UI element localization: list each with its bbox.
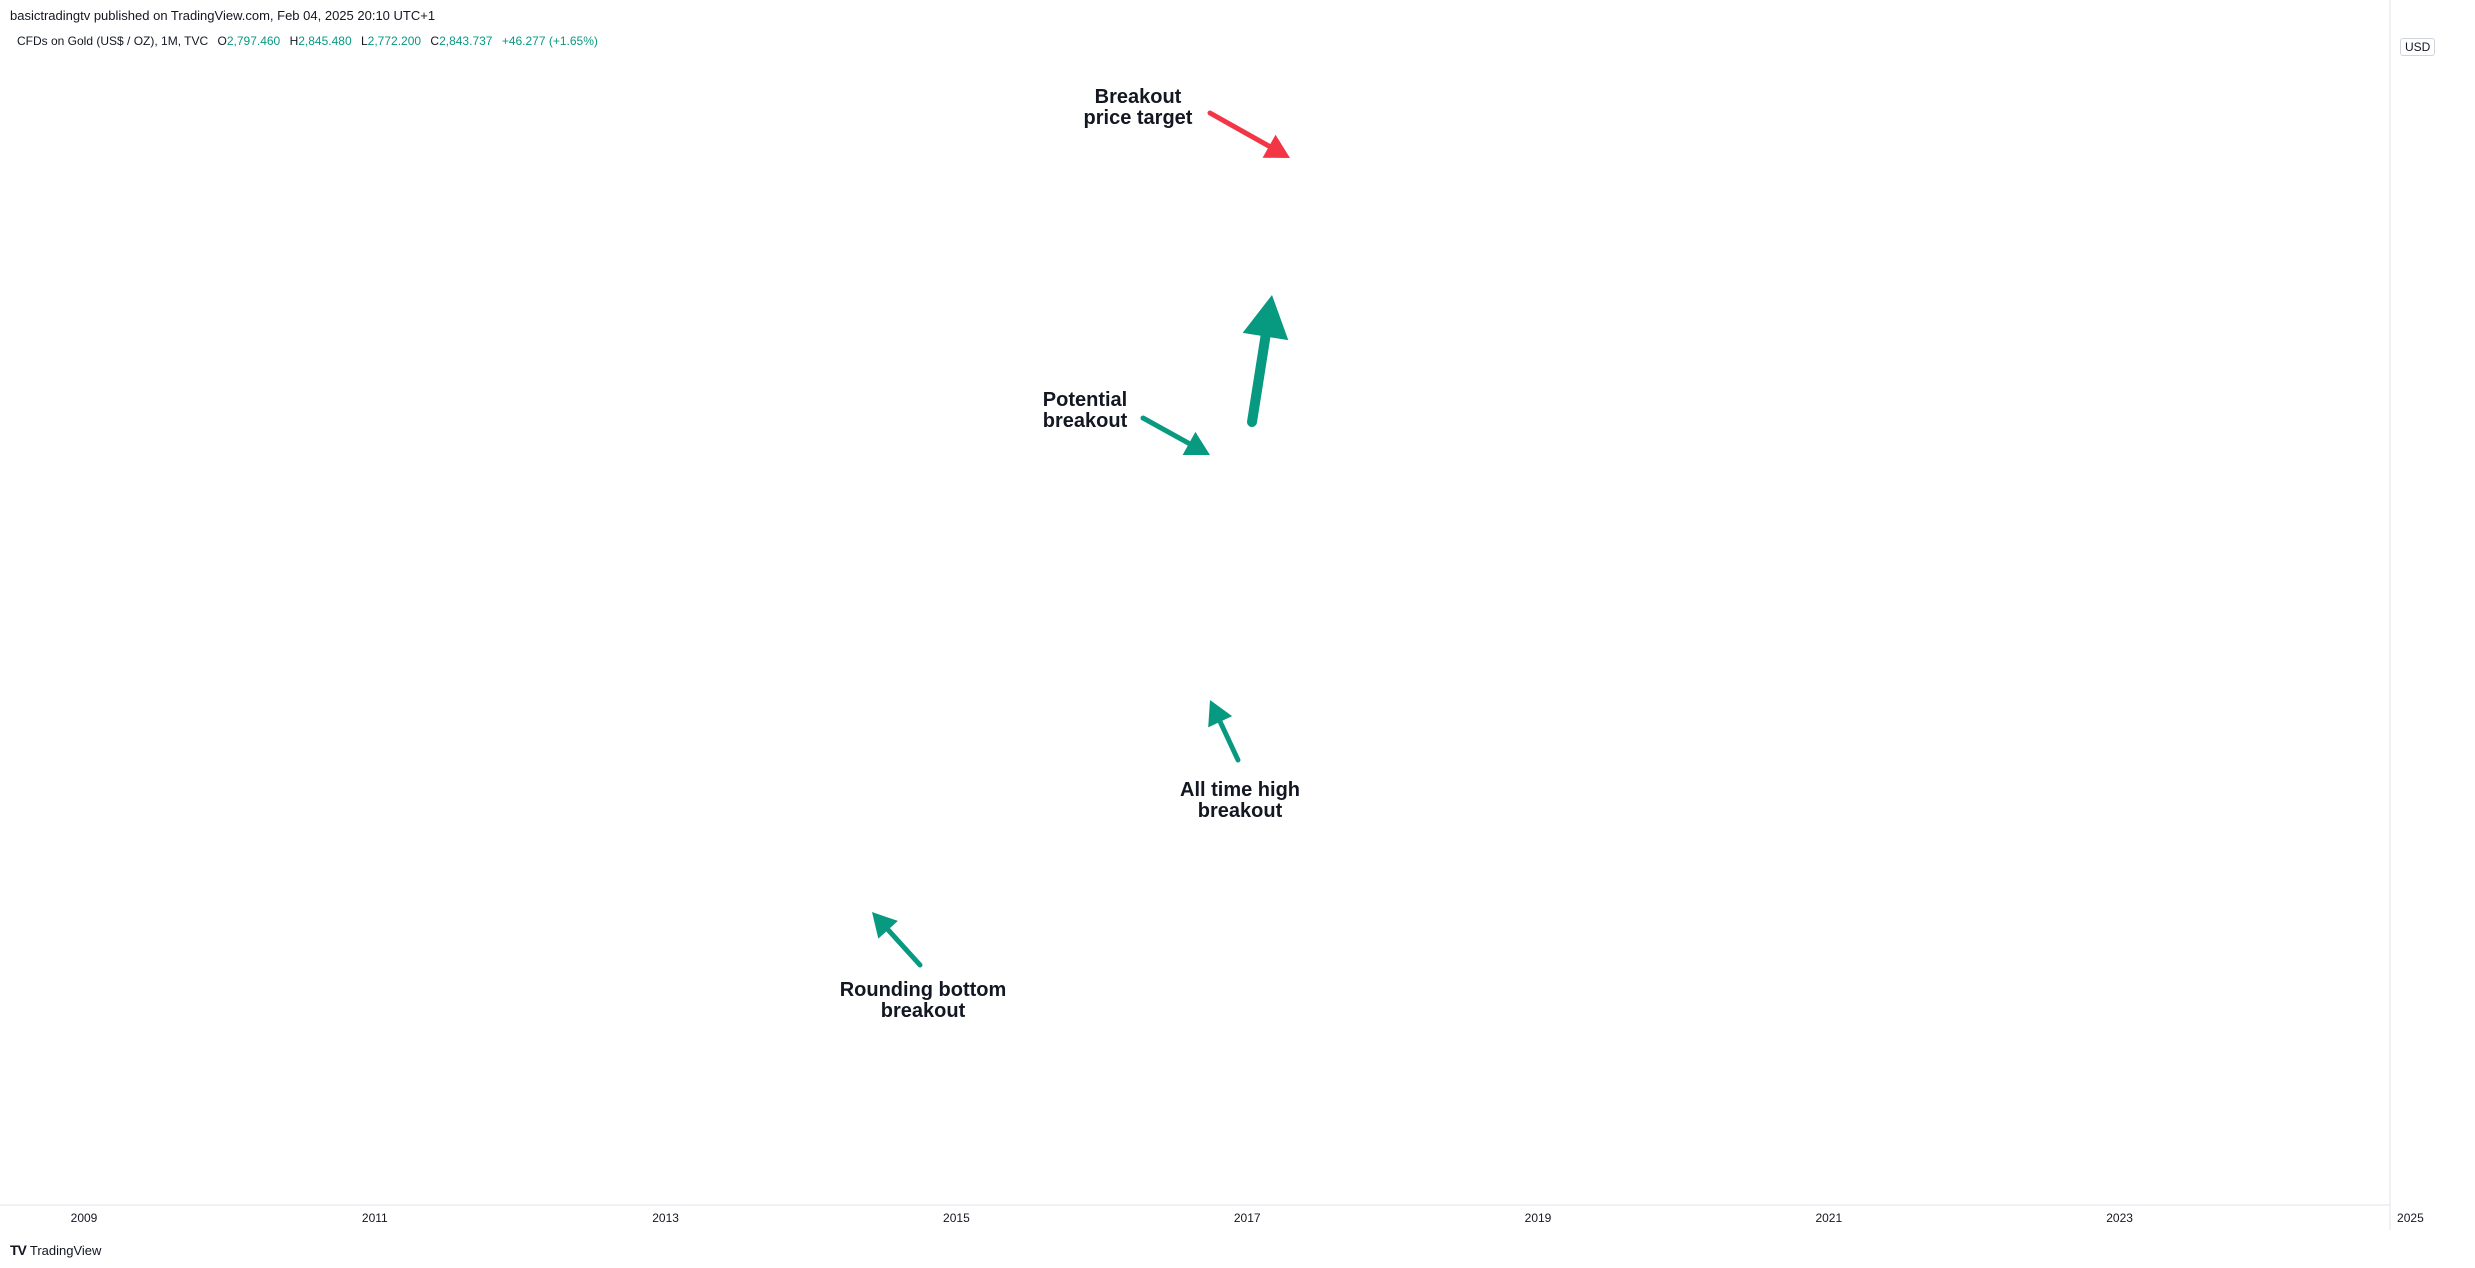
arrow-shaft — [885, 927, 923, 968]
arrow-head — [1208, 700, 1233, 728]
arrow-icon — [1242, 295, 1289, 427]
annotation-line1: Breakout — [1095, 86, 1182, 108]
annotation-line1: All time high — [1180, 779, 1300, 801]
time-tick-label: 2015 — [943, 1211, 970, 1225]
annotation-arrows — [872, 110, 1290, 968]
tradingview-logo-icon: TV — [10, 1242, 27, 1258]
footer-brand: TV TradingView — [10, 1242, 101, 1258]
publisher-line: basictradingtv published on TradingView.… — [10, 8, 436, 23]
change-value: +46.277 (+1.65%) — [501, 34, 598, 48]
footer-brand-label: TradingView — [29, 1242, 102, 1258]
symbol-name: CFDs on Gold (US$ / OZ), 1M, TVC — [17, 34, 209, 48]
symbol-ohlc-line: CFDs on Gold (US$ / OZ), 1M, TVC O2,797.… — [17, 34, 598, 48]
close-label: C — [430, 34, 440, 48]
low-label: L — [360, 34, 368, 48]
arrow-icon — [1207, 110, 1290, 158]
annotation-line2: breakout — [1043, 410, 1128, 432]
close-value: 2,843.737 — [439, 34, 493, 48]
arrow-shaft — [1207, 110, 1272, 149]
annotation-line2: breakout — [881, 1000, 966, 1022]
time-tick-label: 2025 — [2397, 1211, 2424, 1225]
time-tick-label: 2021 — [1815, 1211, 1842, 1225]
high-label: H — [289, 34, 299, 48]
arrow-shaft — [1217, 719, 1241, 763]
time-tick-label: 2013 — [652, 1211, 679, 1225]
arrow-head — [1182, 431, 1210, 455]
open-label: O — [217, 34, 227, 48]
low-value: 2,772.200 — [367, 34, 422, 48]
arrow-head — [1242, 295, 1289, 341]
time-tick-label: 2019 — [1525, 1211, 1552, 1225]
time-tick-label: 2023 — [2106, 1211, 2133, 1225]
time-axis: 2009201120132015201720192021202320252027… — [71, 1211, 2424, 1225]
annotation-line1: Potential — [1043, 389, 1127, 411]
high-value: 2,845.480 — [298, 34, 352, 48]
time-tick-label: 2017 — [1234, 1211, 1261, 1225]
arrow-shaft — [1247, 331, 1271, 427]
currency-button[interactable]: USD — [2400, 38, 2436, 56]
time-tick-label: 2009 — [71, 1211, 98, 1225]
arrow-icon — [1140, 415, 1210, 455]
arrow-shaft — [1140, 415, 1192, 446]
annotation-line2: breakout — [1198, 800, 1283, 822]
annotation-line1: Rounding bottom — [840, 979, 1007, 1001]
annotation-line2: price target — [1084, 107, 1193, 129]
arrow-head — [1262, 134, 1290, 158]
arrow-icon — [1208, 700, 1241, 763]
arrow-icon — [872, 912, 923, 968]
arrow-head — [872, 912, 898, 939]
time-tick-label: 2011 — [362, 1211, 388, 1225]
open-value: 2,797.460 — [226, 34, 281, 48]
